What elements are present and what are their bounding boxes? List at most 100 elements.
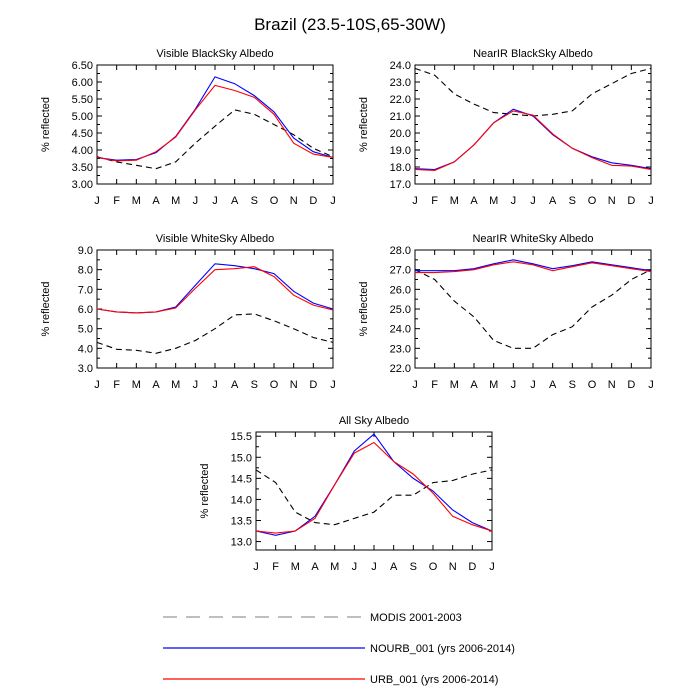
- x-tick-label: J: [648, 195, 654, 207]
- series-line-urb: [96, 266, 334, 314]
- y-axis-label: % reflected: [358, 281, 370, 336]
- x-tick-label: O: [588, 195, 597, 207]
- series-line-nourb: [96, 263, 334, 314]
- y-tick-label: 3.50: [72, 162, 93, 174]
- y-tick-label: 24.0: [390, 324, 411, 336]
- x-tick-label: A: [152, 379, 160, 391]
- series-line-nourb: [414, 108, 652, 171]
- y-tick-label: 15.5: [231, 431, 252, 443]
- x-tick-label: A: [231, 195, 239, 207]
- y-tick-label: 13.0: [231, 537, 252, 549]
- panel-title: NearIR WhiteSky Albedo: [472, 233, 593, 245]
- plot-frame: [414, 64, 652, 185]
- x-tick-label: A: [311, 561, 319, 573]
- series-line-modis: [96, 109, 334, 170]
- series-line-nourb: [255, 433, 493, 536]
- x-tick-label: S: [251, 379, 258, 391]
- y-tick-label: 15.0: [231, 452, 252, 464]
- y-tick-label: 4.50: [72, 128, 93, 140]
- x-tick-label: J: [94, 379, 100, 391]
- x-tick-label: M: [489, 379, 498, 391]
- x-tick-label: M: [489, 195, 498, 207]
- x-tick-label: J: [330, 195, 336, 207]
- y-tick-label: 23.0: [390, 77, 411, 89]
- y-tick-label: 22.0: [390, 94, 411, 106]
- y-tick-label: 6.0: [78, 304, 93, 316]
- y-tick-label: 26.0: [390, 284, 411, 296]
- x-tick-label: J: [193, 195, 199, 207]
- series-line-urb: [414, 110, 652, 171]
- y-tick-label: 3.0: [78, 363, 93, 375]
- x-tick-label: J: [94, 195, 100, 207]
- panel-title: Visible WhiteSky Albedo: [156, 233, 274, 245]
- x-tick-label: M: [132, 195, 141, 207]
- x-tick-label: N: [608, 195, 616, 207]
- y-tick-label: 24.0: [390, 60, 411, 72]
- x-tick-label: M: [450, 195, 459, 207]
- x-tick-label: D: [309, 195, 317, 207]
- plot-frame: [96, 249, 334, 369]
- x-tick-label: M: [330, 561, 339, 573]
- y-tick-label: 8.0: [78, 265, 93, 277]
- x-tick-label: O: [270, 195, 279, 207]
- x-tick-label: J: [530, 195, 536, 207]
- legend-item-urb: URB_001 (yrs 2006-2014): [163, 674, 498, 686]
- x-tick-label: N: [290, 379, 298, 391]
- series-line-modis: [414, 67, 652, 117]
- x-tick-label: M: [450, 379, 459, 391]
- x-tick-label: F: [431, 379, 438, 391]
- x-tick-label: M: [291, 561, 300, 573]
- x-tick-label: F: [113, 379, 120, 391]
- y-tick-label: 4.00: [72, 145, 93, 157]
- x-tick-label: F: [113, 195, 120, 207]
- y-tick-label: 19.0: [390, 145, 411, 157]
- y-tick-label: 5.50: [72, 94, 93, 106]
- x-tick-label: F: [272, 561, 279, 573]
- series-line-nourb: [415, 259, 652, 272]
- legend: MODIS 2001-2003 NOURB_001 (yrs 2006-2014)…: [163, 612, 515, 686]
- x-tick-label: N: [608, 379, 616, 391]
- x-tick-label: N: [449, 561, 457, 573]
- x-tick-label: N: [290, 195, 298, 207]
- y-tick-label: 14.5: [231, 473, 252, 485]
- y-tick-label: 23.0: [390, 343, 411, 355]
- x-tick-label: A: [549, 379, 557, 391]
- x-tick-label: A: [152, 195, 160, 207]
- legend-item-modis: MODIS 2001-2003: [163, 612, 462, 624]
- x-tick-label: A: [549, 195, 557, 207]
- x-tick-label: A: [231, 379, 239, 391]
- x-tick-label: S: [569, 195, 576, 207]
- plot-frame: [414, 249, 652, 369]
- y-tick-label: 28.0: [390, 245, 411, 257]
- y-tick-label: 6.00: [72, 77, 93, 89]
- y-axis-label: % reflected: [358, 97, 370, 152]
- panel-title: Visible BlackSky Albedo: [156, 48, 273, 60]
- y-tick-label: 5.00: [72, 111, 93, 123]
- panel-title: NearIR BlackSky Albedo: [473, 48, 593, 60]
- x-tick-label: J: [212, 195, 218, 207]
- x-tick-label: O: [588, 379, 597, 391]
- x-tick-label: J: [511, 379, 517, 391]
- x-tick-label: J: [648, 379, 654, 391]
- plot-frame: [96, 64, 334, 185]
- y-tick-label: 3.00: [72, 179, 93, 191]
- y-tick-label: 14.0: [231, 494, 252, 506]
- y-tick-label: 25.0: [390, 304, 411, 316]
- x-tick-label: D: [627, 195, 635, 207]
- y-axis-label: % reflected: [40, 97, 52, 152]
- x-tick-label: A: [470, 195, 478, 207]
- x-tick-label: D: [468, 561, 476, 573]
- y-axis-label: % reflected: [40, 281, 52, 336]
- y-tick-label: 21.0: [390, 111, 411, 123]
- figure-title: Brazil (23.5-10S,65-30W): [254, 15, 446, 34]
- x-tick-label: O: [270, 379, 279, 391]
- x-tick-label: M: [171, 379, 180, 391]
- x-tick-label: J: [212, 379, 218, 391]
- x-tick-label: J: [371, 561, 377, 573]
- x-tick-label: O: [429, 561, 438, 573]
